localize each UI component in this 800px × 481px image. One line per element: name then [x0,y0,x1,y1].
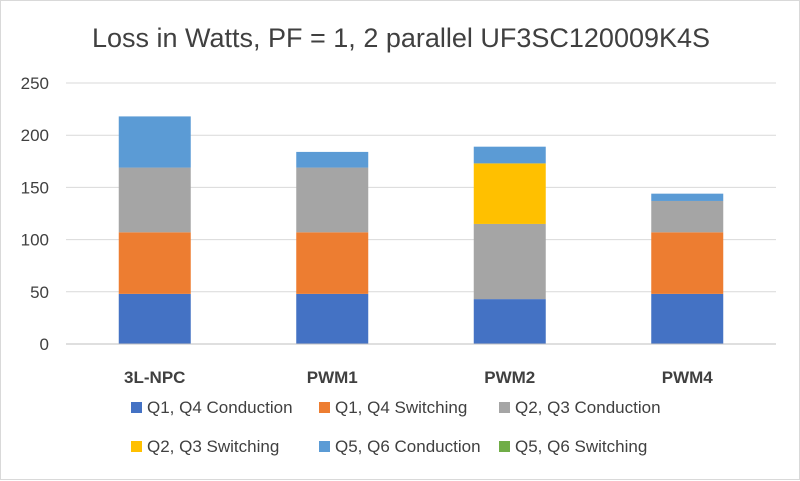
y-tick-label: 250 [21,74,49,93]
legend-label: Q1, Q4 Conduction [147,398,293,417]
legend-item: Q2, Q3 Conduction [499,398,661,417]
legend-label: Q2, Q3 Conduction [515,398,661,417]
x-category-label: PWM4 [662,368,714,387]
bar-segment [473,146,546,164]
bar-segment [473,299,546,344]
x-category-label: 3L-NPC [124,368,185,387]
x-axis-categories: 3L-NPC PWM1 PWM2 PWM4 [124,368,713,387]
x-category-label: PWM2 [484,368,535,387]
y-tick-label: 100 [21,231,49,250]
bar-segment [296,293,369,344]
bar-segment [296,167,369,233]
chart-title: Loss in Watts, PF = 1, 2 parallel UF3SC1… [92,23,710,53]
bars [118,116,724,344]
bar-segment [118,293,191,344]
legend-item: Q1, Q4 Conduction [131,398,293,417]
legend-swatch [499,441,510,452]
y-tick-label: 200 [21,126,49,145]
y-tick-label: 0 [40,335,49,354]
bar-segment [473,223,546,300]
legend-swatch [131,441,142,452]
y-tick-label: 150 [21,178,49,197]
legend-label: Q5, Q6 Conduction [335,437,481,456]
bar-segment [651,232,724,294]
x-category-label: PWM1 [307,368,358,387]
bar-segment [651,200,724,233]
legend-item: Q5, Q6 Conduction [319,437,481,456]
legend-swatch [499,402,510,413]
bar-segment [296,232,369,294]
bar-segment [651,193,724,201]
y-tick-label: 50 [30,283,49,302]
legend-item: Q1, Q4 Switching [319,398,467,417]
legend-label: Q1, Q4 Switching [335,398,467,417]
bar-segment [473,163,546,224]
legend-swatch [319,402,330,413]
legend-item: Q2, Q3 Switching [131,437,279,456]
legend-swatch [131,402,142,413]
bar-segment [651,293,724,344]
bar-segment [296,151,369,168]
bar-segment [118,167,191,233]
legend: Q1, Q4 Conduction Q1, Q4 Switching Q2, Q3 … [131,398,661,456]
legend-label: Q2, Q3 Switching [147,437,279,456]
legend-label: Q5, Q6 Switching [515,437,647,456]
y-axis-ticks: 0 50 100 150 200 250 [21,74,49,354]
legend-item: Q5, Q6 Switching [499,437,647,456]
legend-swatch [319,441,330,452]
bar-segment [118,232,191,294]
bar-segment [118,116,191,168]
